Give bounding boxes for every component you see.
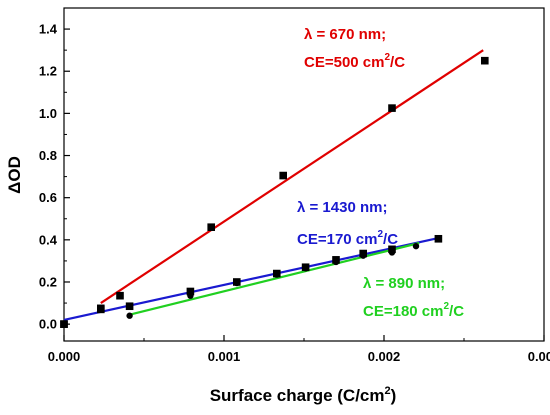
data-points: [60, 56, 489, 328]
data-point: [388, 104, 396, 112]
x-tick-label: 0.003: [528, 349, 550, 364]
y-tick-label: 1.0: [39, 106, 57, 121]
fit-line-series-2: [129, 241, 420, 316]
data-point: [302, 265, 309, 272]
data-point: [126, 312, 133, 319]
x-tick-label: 0.002: [368, 349, 401, 364]
data-point: [187, 292, 194, 299]
data-point: [186, 287, 195, 296]
data-point: [60, 320, 68, 328]
annotation-890nm: λ = 890 nm; CE=180 cm2/C: [363, 275, 464, 320]
data-point: [412, 242, 420, 250]
axis-ticks: 0.000 0.001 0.002 0.003 0.0 0.2 0.4 0.6 0.8 1.0 1.…: [39, 22, 550, 364]
fit-line-series-0: [100, 49, 484, 304]
data-point: [481, 56, 489, 65]
y-axis-label: ΔOD: [5, 156, 24, 194]
y-tick-label: 0.0: [39, 317, 57, 332]
data-point: [434, 234, 443, 243]
annotation-1430nm-line1: λ = 1430 nm;: [297, 199, 387, 216]
x-tick-label: 0.001: [208, 349, 241, 364]
data-point: [116, 291, 124, 300]
x-axis-label: Surface charge (C/cm2): [210, 385, 397, 405]
data-point: [360, 252, 367, 259]
data-point: [279, 171, 287, 180]
data-point: [97, 305, 105, 314]
data-point: [125, 302, 134, 311]
y-tick-label: 0.2: [39, 274, 57, 289]
y-tick-label: 0.6: [39, 190, 57, 205]
annotation-1430nm: λ = 1430 nm; CE=170 cm2/C: [297, 199, 398, 248]
x-tick-label: 0.000: [48, 349, 81, 364]
y-tick-label: 0.4: [39, 232, 58, 247]
annotation-670nm-line2: CE=500 cm2/C: [304, 52, 405, 71]
annotation-670nm-line1: λ = 670 nm;: [304, 26, 386, 43]
annotation-890nm-line1: λ = 890 nm;: [363, 275, 445, 292]
data-point: [207, 223, 215, 231]
y-tick-label: 0.8: [39, 148, 57, 163]
data-point: [388, 249, 396, 256]
annotation-1430nm-line2: CE=170 cm2/C: [297, 229, 398, 248]
y-tick-label: 1.4: [39, 22, 58, 37]
annotation-890nm-line2: CE=180 cm2/C: [363, 301, 464, 320]
data-point: [273, 271, 280, 278]
data-point: [233, 279, 240, 287]
data-point: [332, 258, 340, 266]
annotation-670nm: λ = 670 nm; CE=500 cm2/C: [304, 26, 405, 71]
y-tick-label: 1.2: [39, 64, 57, 79]
